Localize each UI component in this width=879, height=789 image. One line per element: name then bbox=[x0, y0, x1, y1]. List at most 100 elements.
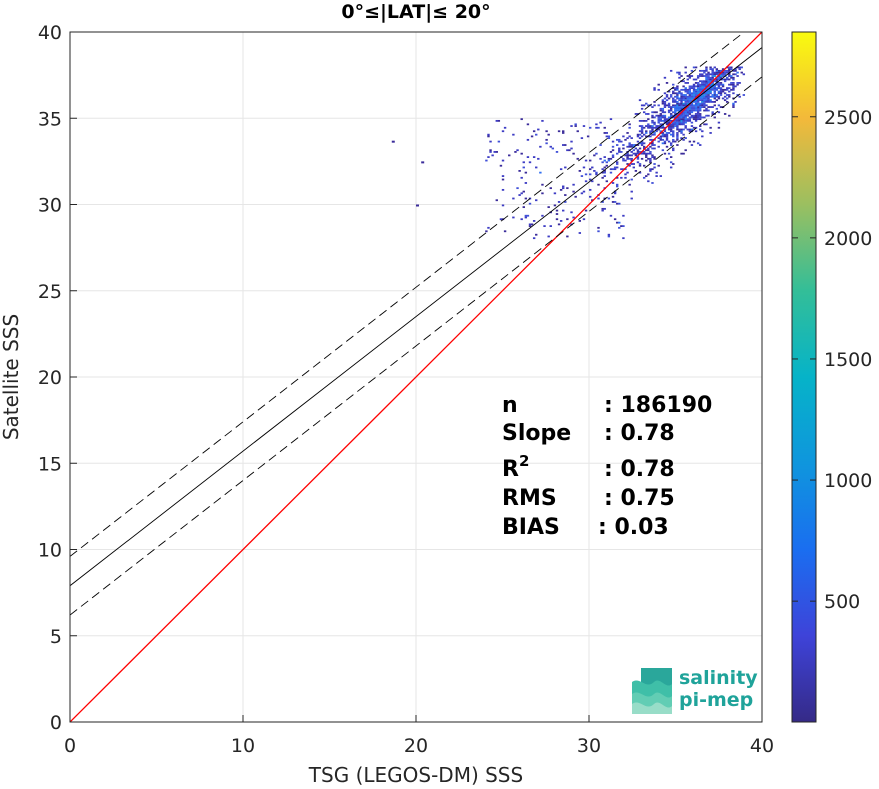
density-cell bbox=[636, 149, 640, 152]
density-cell bbox=[663, 102, 667, 105]
density-cell bbox=[682, 85, 685, 88]
density-cell bbox=[717, 69, 721, 72]
density-cell bbox=[690, 128, 694, 131]
density-cell bbox=[487, 156, 490, 158]
density-cell bbox=[674, 92, 677, 95]
density-cell bbox=[669, 126, 673, 129]
colorbar: 500 1000 1500 2000 2500 bbox=[791, 31, 872, 723]
density-cell bbox=[543, 225, 546, 227]
density-cell bbox=[661, 99, 665, 102]
density-cell bbox=[707, 82, 710, 84]
density-cell bbox=[626, 145, 629, 148]
density-cell bbox=[524, 214, 528, 217]
density-cell bbox=[701, 97, 704, 100]
density-cell bbox=[674, 119, 677, 122]
density-cell bbox=[626, 163, 629, 165]
density-cell bbox=[651, 142, 654, 145]
density-cell bbox=[688, 118, 692, 121]
density-cell bbox=[640, 142, 644, 145]
density-cell bbox=[715, 99, 719, 102]
density-cell bbox=[603, 132, 606, 134]
density-cell bbox=[669, 113, 673, 115]
density-cell bbox=[630, 159, 633, 162]
density-cell bbox=[645, 132, 648, 134]
density-cell bbox=[657, 121, 660, 124]
density-cell bbox=[686, 114, 689, 117]
density-cell bbox=[680, 107, 683, 110]
density-cell bbox=[593, 154, 596, 157]
density-cell bbox=[711, 106, 714, 108]
density-cell bbox=[528, 202, 532, 205]
density-cell bbox=[653, 111, 656, 114]
density-cell bbox=[721, 90, 725, 93]
density-cell bbox=[676, 102, 679, 105]
density-cell bbox=[663, 116, 667, 119]
density-cell bbox=[661, 111, 665, 114]
density-cell bbox=[711, 94, 714, 96]
density-cell bbox=[669, 114, 673, 117]
density-cell bbox=[628, 142, 631, 145]
fit-lines bbox=[70, 32, 762, 722]
density-cell bbox=[655, 125, 658, 127]
density-cell bbox=[715, 83, 719, 86]
density-cell bbox=[688, 99, 692, 102]
density-cell bbox=[699, 104, 702, 107]
density-cell bbox=[603, 207, 606, 210]
density-cell bbox=[532, 220, 536, 222]
density-cell bbox=[703, 94, 706, 96]
density-cell bbox=[642, 119, 646, 122]
density-cell bbox=[638, 125, 642, 127]
density-cell bbox=[672, 135, 675, 138]
density-cell bbox=[713, 95, 716, 98]
density-cell bbox=[640, 107, 644, 110]
density-cell bbox=[609, 118, 613, 121]
density-cell bbox=[653, 156, 656, 158]
line-fit- bbox=[70, 76, 762, 616]
density-cell bbox=[615, 183, 619, 186]
colorbar-tick-label: 2500 bbox=[824, 107, 872, 129]
density-cell bbox=[665, 95, 669, 98]
density-cell bbox=[692, 94, 696, 96]
density-cell bbox=[674, 113, 677, 115]
density-cell bbox=[676, 106, 679, 108]
density-cell bbox=[694, 66, 698, 69]
density-cell bbox=[701, 73, 704, 76]
density-cell bbox=[699, 87, 702, 89]
density-cell bbox=[705, 80, 708, 83]
density-cell bbox=[705, 114, 708, 117]
density-cell bbox=[576, 130, 579, 133]
density-cell bbox=[642, 152, 646, 155]
density-cell bbox=[719, 106, 723, 108]
density-cell bbox=[703, 116, 706, 119]
density-cell bbox=[684, 119, 687, 122]
density-cell bbox=[696, 97, 700, 100]
density-cell bbox=[682, 116, 685, 119]
salinity-pi-mep-logo: salinity pi-mep bbox=[632, 667, 758, 714]
density-cell bbox=[636, 135, 640, 138]
density-cell bbox=[728, 73, 731, 76]
density-cell bbox=[680, 113, 683, 115]
density-cell bbox=[694, 101, 698, 103]
density-cell bbox=[657, 114, 660, 117]
density-cell bbox=[732, 69, 735, 72]
density-cell bbox=[638, 119, 642, 122]
density-cell bbox=[696, 83, 700, 86]
density-cell bbox=[642, 145, 646, 148]
density-cell bbox=[717, 126, 721, 129]
density-cell bbox=[562, 185, 565, 188]
density-cell bbox=[723, 113, 727, 115]
density-cell bbox=[699, 144, 702, 146]
density-cell bbox=[499, 164, 503, 167]
density-cell bbox=[603, 175, 606, 177]
density-cell bbox=[603, 171, 606, 174]
density-cell bbox=[682, 94, 685, 96]
density-cell bbox=[645, 156, 648, 158]
density-cell bbox=[682, 123, 685, 126]
density-cell bbox=[499, 218, 503, 221]
density-cell bbox=[678, 128, 681, 131]
density-cell bbox=[659, 113, 662, 115]
density-cell bbox=[684, 121, 687, 124]
density-cell bbox=[721, 83, 725, 86]
density-cell bbox=[485, 230, 488, 233]
density-cell bbox=[615, 138, 619, 141]
